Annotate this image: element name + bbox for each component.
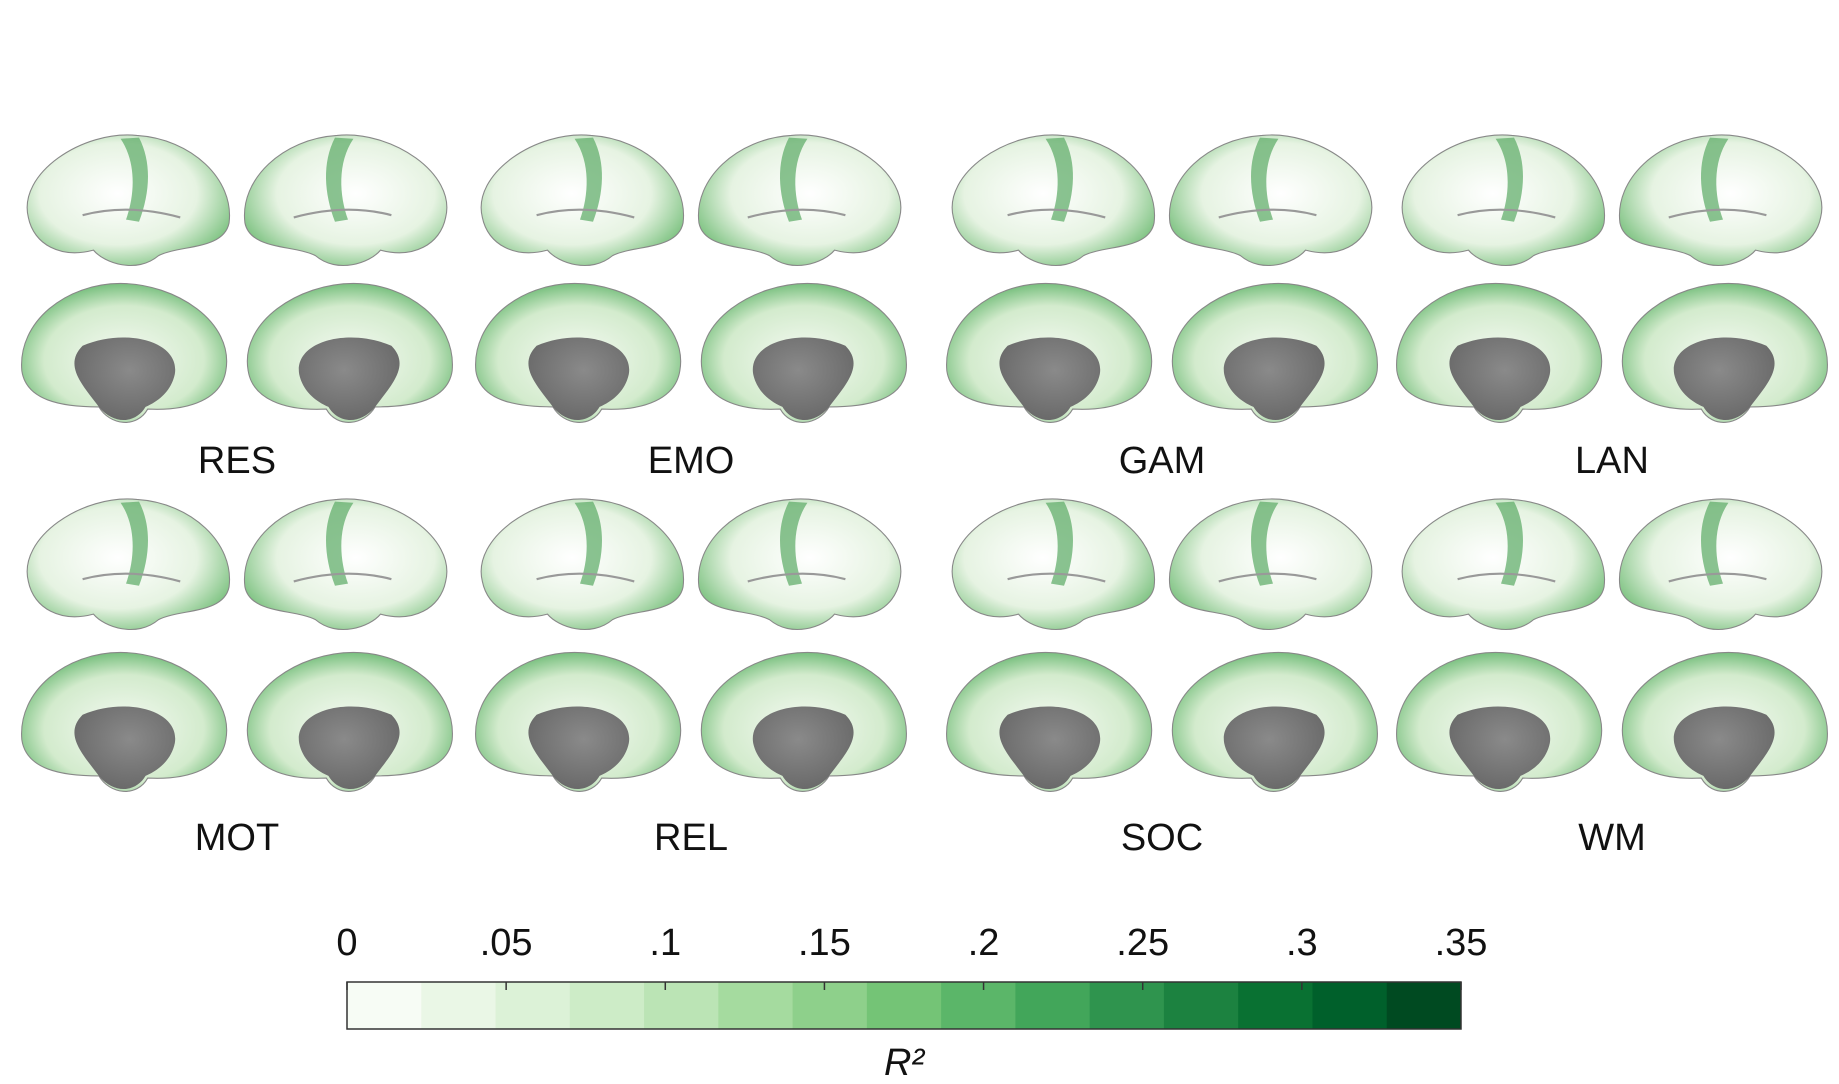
panel-label: REL [654, 817, 728, 859]
colorbar-swatch [570, 982, 645, 1029]
medial-view [947, 283, 1152, 422]
lateral-view [1619, 135, 1821, 266]
tick-label: .35 [1435, 922, 1488, 964]
lateral-view [1619, 499, 1821, 630]
lateral-view [952, 135, 1154, 266]
medial-view [247, 652, 452, 791]
lateral-view [27, 135, 229, 266]
colorbar-swatch [1090, 982, 1165, 1029]
cortex-surface [952, 135, 1154, 266]
cortex-surface [952, 499, 1154, 630]
panel-label: GAM [1119, 440, 1206, 482]
cortex-surface [481, 135, 683, 266]
lateral-view [1402, 135, 1604, 266]
medial-view [1622, 652, 1827, 791]
colorbar-swatch [867, 982, 942, 1029]
colorbar-swatch [718, 982, 793, 1029]
medial-view [701, 652, 906, 791]
panel-label: LAN [1575, 440, 1649, 482]
lateral-view [1169, 135, 1371, 266]
medial-view [1172, 652, 1377, 791]
panel-label: SOC [1121, 817, 1203, 859]
cortex-surface [1402, 499, 1604, 630]
colorbar-label: R² [884, 1042, 925, 1079]
lateral-view [952, 499, 1154, 630]
tick-label: .2 [968, 922, 1000, 964]
medial-view [476, 283, 681, 422]
cortex-surface [1619, 135, 1821, 266]
medial-view [22, 652, 227, 791]
cortex-surface [698, 135, 900, 266]
cortex-surface [1402, 135, 1604, 266]
lateral-view [244, 135, 446, 266]
lateral-view [27, 499, 229, 630]
medial-view [947, 652, 1152, 791]
cortex-surface [698, 499, 900, 630]
cortex-surface [481, 499, 683, 630]
tick-label: 0 [336, 922, 357, 964]
cortex-surface [27, 499, 229, 630]
medial-view [701, 283, 906, 422]
colorbar: 0 .05 .1 .15 .2 .25 .3 .35 R² [336, 922, 1487, 1079]
tick-label: .05 [480, 922, 533, 964]
tick-label: .15 [798, 922, 851, 964]
lateral-view [1169, 499, 1371, 630]
panel-label: RES [198, 440, 276, 482]
medial-view [1172, 283, 1377, 422]
lateral-view [698, 135, 900, 266]
colorbar-swatch [1015, 982, 1090, 1029]
colorbar-swatch [644, 982, 719, 1029]
tick-label: .3 [1286, 922, 1318, 964]
lateral-view [698, 499, 900, 630]
lateral-view [1402, 499, 1604, 630]
cortex-surface [1169, 135, 1371, 266]
medial-view [476, 652, 681, 791]
tick-label: .25 [1116, 922, 1169, 964]
medial-view [1397, 283, 1602, 422]
cortex-surface [27, 135, 229, 266]
lateral-view [481, 135, 683, 266]
colorbar-swatch [1312, 982, 1387, 1029]
tick-label: .1 [649, 922, 681, 964]
panel-label: WM [1578, 817, 1646, 859]
colorbar-swatch [793, 982, 868, 1029]
cortex-surface [1619, 499, 1821, 630]
colorbar-swatch [1387, 982, 1462, 1029]
colorbar-swatch [347, 982, 422, 1029]
medial-view [1397, 652, 1602, 791]
cortex-surface [1169, 499, 1371, 630]
colorbar-swatch [941, 982, 1016, 1029]
colorbar-swatch [1164, 982, 1239, 1029]
lateral-view [244, 499, 446, 630]
cortex-surface [244, 499, 446, 630]
cortex-surface [244, 135, 446, 266]
medial-view [1622, 283, 1827, 422]
medial-view [247, 283, 452, 422]
brain-panels: RES EMO GAM LAN MOT REL SOC WM [22, 135, 1828, 859]
panel-label: EMO [648, 440, 735, 482]
lateral-view [481, 499, 683, 630]
panel-label: MOT [195, 817, 279, 859]
colorbar-swatch [421, 982, 496, 1029]
figure: RES EMO GAM LAN MOT REL SOC WM 0 .05 .1 .15 .2 .25 .3… [0, 0, 1839, 1079]
medial-view [22, 283, 227, 422]
